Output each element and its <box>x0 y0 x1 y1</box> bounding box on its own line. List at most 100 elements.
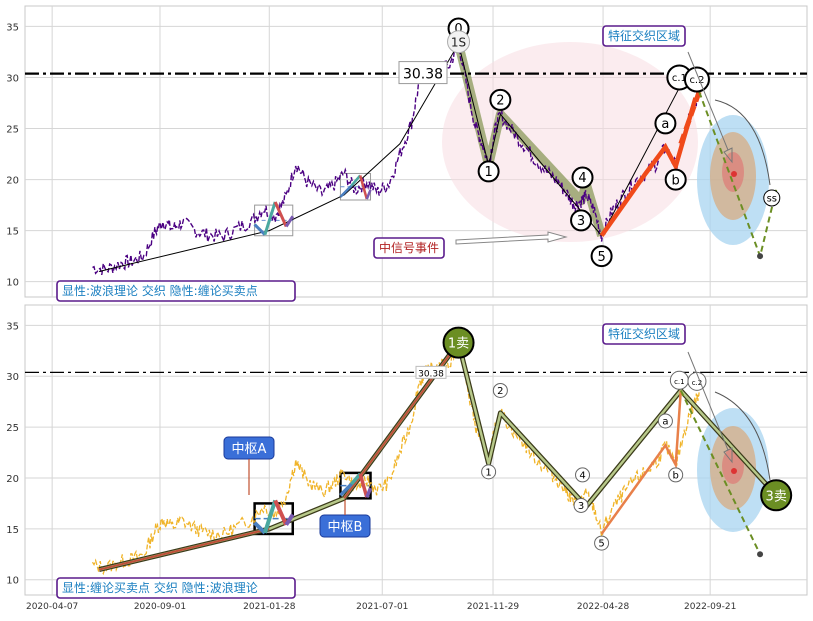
wave-label-b-5-circle <box>657 413 673 429</box>
sell-signal-1: 3卖 <box>766 489 787 504</box>
bottom-plot-area <box>24 304 808 596</box>
zone-stroke-b3 <box>365 189 372 200</box>
top-caption-box <box>56 280 296 302</box>
wave-label-10-circle <box>683 66 710 93</box>
target-dot <box>731 171 737 177</box>
zone-stroke-b0 <box>339 184 353 198</box>
zone-stroke-bb0 <box>339 482 353 497</box>
wave-label-b-8: c.2 <box>692 379 703 387</box>
hline-value-label: 30.38 <box>403 67 443 83</box>
sell-signal-0-circle <box>442 326 475 359</box>
signal-event-label: 中信号事件 <box>379 240 439 255</box>
top-wave-labels: 01S 1 2 3 4 5 a b c.1 c.2 ss <box>447 17 781 268</box>
wave-label-8-circle <box>664 168 687 191</box>
wave-label-b-4: 5 <box>598 539 604 550</box>
zone-stroke-ba2 <box>273 499 289 526</box>
wave-label-2-text: 1 <box>484 165 492 180</box>
zone-stroke-a3 <box>284 215 295 228</box>
sell-signal-1-circle <box>760 479 793 512</box>
rise-seg-1 <box>98 527 270 571</box>
bottom-zone-arrow <box>687 351 733 464</box>
wave-label-b-3-circle <box>573 497 589 513</box>
wave-label-b-2-circle <box>575 467 591 483</box>
wave-label-b-6: b <box>673 470 679 481</box>
wave-label-b-5: a <box>662 417 668 428</box>
y-tick-label: 30 <box>6 372 19 383</box>
zone-stroke-ba3 <box>284 513 295 526</box>
wave-label-8-text: b <box>672 173 680 188</box>
forecast-low-dot-b <box>757 551 764 558</box>
y-tick-label: 15 <box>6 525 19 536</box>
y-tick-label: 10 <box>6 278 19 289</box>
wave-label-6-text: 5 <box>597 250 605 265</box>
target-dot-b <box>731 468 737 474</box>
hline-value-box-b <box>415 365 447 379</box>
wave-label-9-text: c.1 <box>672 73 687 84</box>
bottom-x-axis: 2020-04-07 2020-09-01 2021-01-28 2021-07-01… <box>26 602 736 612</box>
zone-stroke-ba0 <box>253 521 267 535</box>
x-tick-label: 2022-04-28 <box>577 602 630 612</box>
top-y-axis: 10 15 20 25 30 35 <box>6 22 19 288</box>
bottom-ellipses <box>697 408 769 532</box>
top-feature-zone-label: 特征交织区域 <box>608 28 680 43</box>
wave-label-b-7: c.1 <box>674 378 685 386</box>
wave-label-11-text: ss <box>767 194 777 205</box>
x-tick-label: 2020-09-01 <box>134 602 186 612</box>
wave-label-5-text: 4 <box>578 171 586 186</box>
wave-label-b-0-circle <box>492 382 508 398</box>
wave-label-b-1-circle <box>481 464 497 480</box>
zone-stroke-a1 <box>263 201 277 236</box>
wave-label-3-circle <box>489 88 512 111</box>
wave-1s-circle <box>447 30 471 54</box>
forecast-arc <box>714 99 771 186</box>
bottom-caption: 显性:缠论买卖点 交织 隐性:波浪理论 <box>62 580 258 595</box>
forecast-low-dot <box>757 253 764 260</box>
signal-event-label-box <box>373 237 445 259</box>
wave-label-3-text: 2 <box>496 94 504 109</box>
wave-label-b-4-circle <box>594 535 610 551</box>
hline-value-label-b: 30.38 <box>418 369 444 379</box>
x-tick-label: 2020-04-07 <box>26 602 78 612</box>
zone-stroke-bb3 <box>365 487 373 498</box>
hline-value-box <box>398 61 448 85</box>
wave-label-5-circle <box>571 166 594 189</box>
wave-label-b-1: 1 <box>485 467 491 478</box>
wave-label-b-3: 3 <box>578 501 584 512</box>
wave-label-4-text: 3 <box>577 214 585 229</box>
bottom-y-axis: 10 15 20 25 30 35 <box>6 321 19 586</box>
wave-label-2-circle <box>477 160 500 183</box>
sell-signal-0: 1卖 <box>448 337 469 352</box>
wave-label-b-0: 2 <box>497 386 503 397</box>
y-tick-label: 35 <box>6 321 19 332</box>
wave-label-b-6-circle <box>668 467 684 483</box>
wave-label-4-circle <box>570 209 593 232</box>
y-tick-label: 20 <box>6 474 19 485</box>
bottom-wave-labels: 2 1 4 3 5 a b c.1 c.2 1卖 3卖 <box>442 326 793 551</box>
forecast-line-b <box>679 390 762 555</box>
bottom-feature-zone-label-box <box>602 323 686 345</box>
y-tick-label: 25 <box>6 125 19 136</box>
x-tick-label: 2021-07-01 <box>356 602 408 612</box>
zhongshu-a-label: 中枢A <box>232 442 267 457</box>
top-zone-arrow <box>687 51 733 164</box>
x-tick-label: 2021-11-29 <box>467 602 520 612</box>
zone-stroke-bb1 <box>350 472 362 486</box>
zone-stroke-a0 <box>253 223 266 236</box>
zone-stroke-ba1 <box>262 499 278 534</box>
wave-label-b-2: 4 <box>579 470 585 481</box>
x-tick-label: 2022-09-21 <box>684 602 736 612</box>
wave-label-0-text: 0 <box>454 22 462 37</box>
wave-label-11-circle <box>763 189 781 207</box>
y-tick-label: 35 <box>6 22 19 33</box>
zone-stroke-a2 <box>273 201 288 228</box>
wave-label-7-circle <box>654 112 677 135</box>
y-tick-label: 30 <box>6 73 19 84</box>
top-feature-zone-label-box <box>602 25 686 47</box>
forecast-arc-b <box>714 391 771 481</box>
wave-label-10-text: c.2 <box>689 75 704 86</box>
zhongshu-b-label: 中枢B <box>328 520 363 535</box>
